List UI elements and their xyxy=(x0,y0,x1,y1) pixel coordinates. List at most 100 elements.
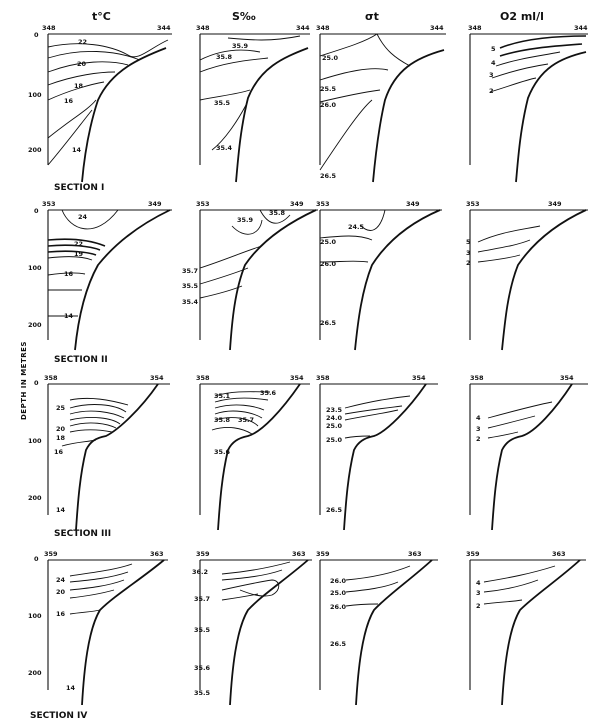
svg-text:353: 353 xyxy=(466,200,480,208)
svg-text:348: 348 xyxy=(468,24,482,32)
svg-text:353: 353 xyxy=(42,200,56,208)
svg-text:344: 344 xyxy=(574,24,588,32)
section-3-salinity-panel: 358 354 35.1 35.6 35.8 35.7 35.6 xyxy=(196,374,310,531)
svg-text:363: 363 xyxy=(408,550,422,558)
svg-text:26.5: 26.5 xyxy=(320,172,337,180)
svg-text:26.5: 26.5 xyxy=(326,506,343,514)
section-1-temperature-panel: 348 344 22 20 18 16 14 xyxy=(42,24,172,183)
svg-text:16: 16 xyxy=(56,610,66,618)
svg-text:25.0: 25.0 xyxy=(326,422,343,430)
svg-text:35.4: 35.4 xyxy=(216,144,233,152)
svg-text:25.0: 25.0 xyxy=(320,238,337,246)
svg-text:20: 20 xyxy=(56,588,66,596)
section-4-temperature-panel: 359 363 24 20 16 14 xyxy=(44,550,168,706)
svg-text:35.9: 35.9 xyxy=(237,216,254,224)
svg-text:26.0: 26.0 xyxy=(330,603,347,611)
svg-text:100: 100 xyxy=(28,437,42,445)
svg-text:358: 358 xyxy=(196,374,210,382)
svg-text:22: 22 xyxy=(74,240,83,248)
svg-text:35.7: 35.7 xyxy=(238,416,254,424)
depth-ticks-section-1: 0 100 200 xyxy=(28,31,42,154)
svg-text:19: 19 xyxy=(74,250,84,258)
section-1-title: SECTION I xyxy=(54,183,104,193)
svg-text:14: 14 xyxy=(56,506,66,514)
svg-text:3: 3 xyxy=(489,71,494,79)
section-1: 348 344 22 20 18 16 14 348 344 xyxy=(42,24,588,193)
header-temperature: t°C xyxy=(92,10,111,23)
svg-text:16: 16 xyxy=(64,270,74,278)
svg-text:354: 354 xyxy=(290,374,304,382)
svg-text:35.8: 35.8 xyxy=(216,53,233,61)
section-4: 359 363 24 20 16 14 359 363 36.2 35.7 3 xyxy=(30,550,586,721)
section-2: 353 349 24 22 19 16 14 353 349 xyxy=(42,200,588,365)
section-3-oxygen-panel: 358 354 4 3 2 xyxy=(469,374,588,531)
svg-text:25.0: 25.0 xyxy=(326,436,343,444)
svg-text:4: 4 xyxy=(476,414,481,422)
svg-text:363: 363 xyxy=(292,550,306,558)
svg-text:20: 20 xyxy=(77,60,87,68)
svg-text:0: 0 xyxy=(34,555,39,563)
svg-text:35.4: 35.4 xyxy=(182,298,199,306)
svg-text:24.5: 24.5 xyxy=(348,223,365,231)
svg-text:354: 354 xyxy=(150,374,164,382)
section-2-sigma-t-panel: 353 349 24.5 25.0 26.0 26.5 xyxy=(316,200,442,351)
svg-text:359: 359 xyxy=(316,550,330,558)
svg-text:348: 348 xyxy=(316,24,330,32)
svg-text:354: 354 xyxy=(560,374,574,382)
svg-text:18: 18 xyxy=(74,82,84,90)
svg-text:35.6: 35.6 xyxy=(260,389,277,397)
section-2-temperature-panel: 353 349 24 22 19 16 14 xyxy=(42,200,172,351)
section-3-temperature-panel: 358 354 25 20 18 16 14 xyxy=(44,374,170,531)
svg-text:3: 3 xyxy=(476,425,481,433)
svg-text:358: 358 xyxy=(44,374,58,382)
svg-text:344: 344 xyxy=(430,24,444,32)
svg-text:363: 363 xyxy=(150,550,164,558)
header-sigma-t: σt xyxy=(365,10,379,23)
depth-ticks-section-4: 0 100 200 xyxy=(28,555,42,677)
svg-text:35.9: 35.9 xyxy=(232,42,249,50)
section-4-salinity-panel: 359 363 36.2 35.7 35.5 35.6 35.5 xyxy=(192,550,312,706)
svg-text:2: 2 xyxy=(466,259,471,267)
svg-text:35.5: 35.5 xyxy=(214,99,231,107)
svg-text:344: 344 xyxy=(157,24,171,32)
svg-text:3: 3 xyxy=(466,249,471,257)
depth-ticks-section-2: 0 100 200 xyxy=(28,207,42,329)
section-1-oxygen-panel: 348 344 5 4 3 2 xyxy=(468,24,588,183)
svg-text:344: 344 xyxy=(296,24,310,32)
svg-text:2: 2 xyxy=(476,602,481,610)
svg-text:25: 25 xyxy=(56,404,66,412)
svg-text:4: 4 xyxy=(491,59,496,67)
svg-text:0: 0 xyxy=(34,31,39,39)
svg-text:16: 16 xyxy=(54,448,64,456)
section-1-sigma-t-panel: 348 344 25.0 25.5 26.0 26.5 xyxy=(316,24,446,183)
section-4-oxygen-panel: 359 363 4 3 2 xyxy=(466,550,586,706)
section-2-title: SECTION II xyxy=(54,355,108,365)
svg-text:35.5: 35.5 xyxy=(182,282,199,290)
svg-text:35.6: 35.6 xyxy=(214,448,231,456)
svg-text:200: 200 xyxy=(28,669,42,677)
svg-text:200: 200 xyxy=(28,146,42,154)
svg-text:26.0: 26.0 xyxy=(320,260,337,268)
section-3-sigma-t-panel: 358 354 23.5 24.0 25.0 25.0 26.5 xyxy=(316,374,438,531)
svg-text:0: 0 xyxy=(34,379,39,387)
svg-text:200: 200 xyxy=(28,321,42,329)
svg-text:14: 14 xyxy=(64,312,74,320)
svg-text:358: 358 xyxy=(316,374,330,382)
svg-text:100: 100 xyxy=(28,612,42,620)
section-1-salinity-panel: 348 344 35.9 35.8 35.5 35.4 xyxy=(196,24,310,183)
header-oxygen: O2 ml/l xyxy=(500,10,544,23)
svg-text:359: 359 xyxy=(44,550,58,558)
section-2-salinity-panel: 353 349 35.9 35.8 35.7 35.5 35.4 xyxy=(182,200,318,351)
section-2-oxygen-panel: 353 349 5 3 2 xyxy=(466,200,588,351)
svg-text:359: 359 xyxy=(196,550,210,558)
svg-text:0: 0 xyxy=(34,207,39,215)
svg-text:25.5: 25.5 xyxy=(320,85,337,93)
y-axis-label: DEPTH IN METRES xyxy=(20,341,28,420)
svg-text:349: 349 xyxy=(548,200,562,208)
svg-text:35.8: 35.8 xyxy=(269,209,286,217)
svg-text:358: 358 xyxy=(470,374,484,382)
header-salinity: S‰ xyxy=(232,10,256,23)
svg-text:353: 353 xyxy=(196,200,210,208)
svg-text:5: 5 xyxy=(466,238,471,246)
